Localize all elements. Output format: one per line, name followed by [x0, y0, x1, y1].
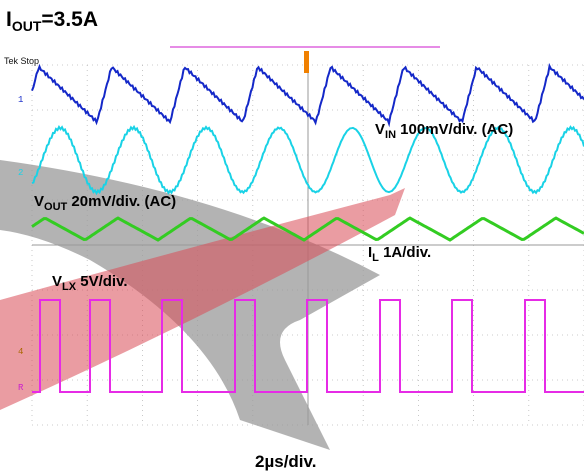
ref-marker: R: [18, 383, 24, 393]
ch2-marker: 2: [18, 168, 24, 178]
red-arrow-shape: [0, 188, 405, 410]
timebase-label: 2µs/div.: [255, 452, 317, 471]
ch1-marker: 1: [18, 95, 24, 105]
page-title: IOUT=3.5A: [6, 8, 99, 35]
ch1-vin-trace: [31, 62, 584, 128]
il-label: IL 1A/div.: [368, 244, 432, 264]
trigger-marker-icon: [304, 51, 309, 73]
ch4-marker: 4: [18, 347, 24, 357]
ch4-vlx-trace: [32, 299, 584, 393]
ch2-vout-trace: [31, 124, 584, 196]
scope-status: Tek Stop: [4, 56, 40, 66]
ch3-il-trace: [31, 216, 584, 242]
vout-label: VOUT 20mV/div. (AC): [34, 193, 177, 213]
vlx-label: VLX 5V/div.: [52, 273, 128, 293]
vin-label: VIN 100mV/div. (AC): [375, 121, 514, 141]
